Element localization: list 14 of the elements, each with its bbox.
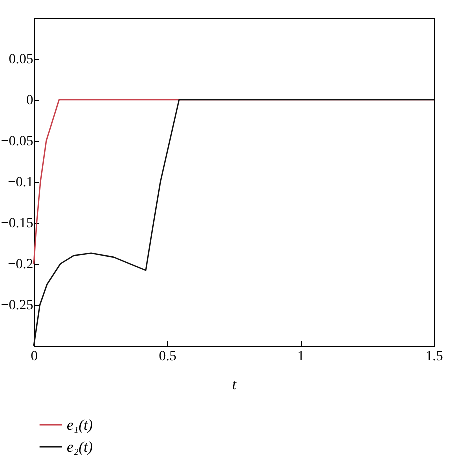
y-tick-label: −0.05	[1, 134, 34, 150]
y-tick-label: −0.1	[8, 176, 34, 190]
legend-label: e₂(t)	[67, 440, 94, 456]
x-tick-label: 1	[298, 350, 305, 364]
y-tick-label: −0.15	[1, 216, 34, 232]
y-tick-label: 0	[26, 94, 34, 108]
x-tick-label: 0.5	[159, 350, 177, 364]
x-tick-label: 1.5	[426, 350, 444, 364]
x-axis-title: t	[232, 378, 238, 394]
y-tick-label: −0.25	[1, 298, 34, 314]
line-series	[33, 99, 435, 347]
legend-label: e₁(t)	[67, 418, 94, 434]
y-tick-label: −0.2	[8, 258, 34, 272]
y-tick-label: 0.05	[9, 52, 34, 68]
